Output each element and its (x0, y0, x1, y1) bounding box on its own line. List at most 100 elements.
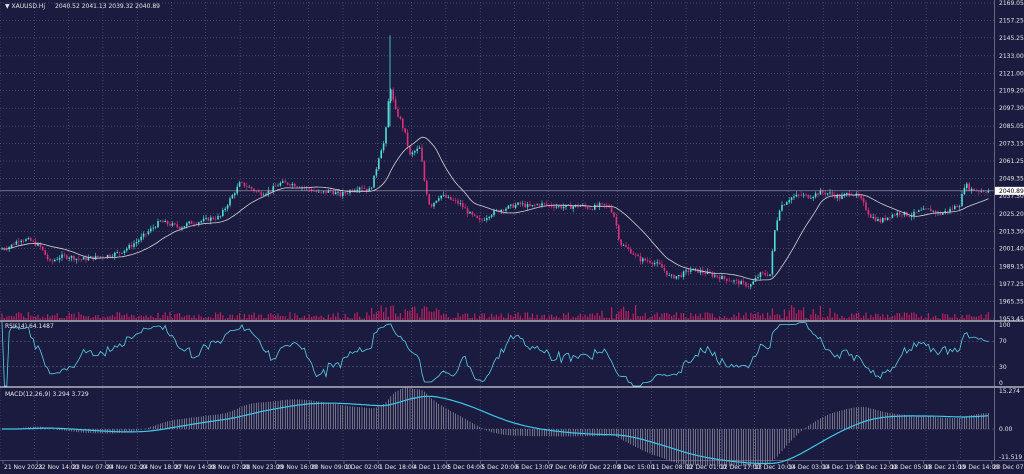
candle-body (152, 227, 154, 229)
candle-body (759, 272, 762, 278)
volume-bar (416, 313, 418, 320)
candle-body (258, 191, 260, 193)
candle-body (61, 254, 63, 258)
volume-bar (231, 314, 233, 320)
time-tick-label: 28 Nov 23:00 (243, 464, 284, 471)
candle-body (711, 273, 714, 277)
candle-body (644, 258, 646, 261)
candle-body (774, 230, 776, 251)
volume-bar (947, 314, 949, 320)
candle-body (800, 194, 802, 196)
candle-body (279, 182, 282, 186)
volume-bar (423, 306, 425, 320)
rsi-tick-label: 70 (999, 338, 1007, 345)
candle-body (318, 191, 320, 193)
volume-bar (769, 315, 771, 320)
volume-bar (85, 316, 87, 320)
candle-body (807, 194, 810, 199)
candle-body (15, 241, 18, 245)
candle-body (416, 148, 418, 152)
volume-bar (459, 316, 461, 320)
volume-bar (464, 313, 466, 320)
volume-bar (683, 313, 685, 320)
price-tick-label: 1977.25 (999, 281, 1024, 288)
candle-body (198, 222, 200, 225)
volume-bar (135, 318, 137, 320)
volume-bar (385, 307, 387, 320)
time-tick-label: 5 Dec 04:00 (447, 464, 484, 471)
candle-body (248, 186, 250, 188)
volume-bar (306, 317, 308, 320)
volume-bar (6, 316, 8, 320)
time-tick-label: 28 Nov 07:00 (209, 464, 250, 471)
volume-bar (447, 317, 449, 320)
candle-body (867, 209, 870, 215)
candle-body (810, 198, 812, 199)
volume-bar (1, 313, 3, 320)
candle-body (224, 208, 226, 211)
volume-bar (299, 317, 301, 320)
candle-body (546, 203, 548, 205)
volume-bar (803, 307, 805, 320)
candle-body (310, 189, 313, 191)
candle-body (706, 271, 709, 274)
volume-bar (690, 312, 692, 320)
volume-bar (815, 313, 817, 320)
volume-bar (248, 314, 250, 320)
candle-body (236, 186, 238, 194)
volume-bar (219, 312, 221, 320)
volume-bar (375, 312, 377, 320)
volume-bar (210, 317, 212, 320)
volume-bar (54, 315, 56, 320)
volume-bar (224, 318, 226, 320)
volume-bar (498, 316, 500, 320)
volume-bar (781, 318, 783, 320)
candle-body (836, 195, 838, 198)
candle-body (145, 233, 147, 235)
volume-bar (884, 317, 886, 320)
candle-body (872, 216, 874, 218)
time-tick-label: 15 Dec 12:00 (856, 464, 897, 471)
time-tick-label: 22 Nov 14:00 (38, 464, 79, 471)
volume-bar (522, 318, 524, 320)
volume-bar (901, 316, 903, 320)
candle-body (385, 127, 387, 144)
volume-bar (181, 317, 183, 320)
volume-bar (920, 315, 922, 320)
candle-body (87, 257, 90, 261)
volume-bar (471, 317, 473, 320)
volume-bar (978, 315, 980, 320)
volume-bar (179, 312, 181, 320)
time-tick-label: 14 Dec 19:00 (822, 464, 863, 471)
volume-bar (829, 308, 831, 320)
candle-body (915, 211, 918, 213)
volume-bar (527, 312, 529, 320)
volume-bar (918, 317, 920, 320)
candle-body (231, 195, 234, 199)
candle-body (274, 186, 277, 187)
volume-bar (251, 314, 253, 320)
volume-bar (35, 316, 37, 320)
candle-body (174, 223, 176, 225)
volume-bar (59, 318, 61, 320)
time-tick-label: 24 Nov 02:00 (106, 464, 147, 471)
volume-bar (822, 316, 824, 320)
volume-bar (152, 317, 154, 320)
candle-body (682, 271, 685, 277)
candle-body (243, 182, 246, 187)
candle-body (714, 275, 716, 277)
volume-bar (791, 305, 793, 320)
volume-bar (371, 307, 373, 320)
volume-bar (575, 317, 577, 320)
volume-bar (515, 313, 517, 320)
volume-bar (481, 313, 483, 320)
candle-body (745, 282, 747, 287)
candle-body (471, 212, 474, 215)
candle-body (58, 257, 61, 260)
volume-bar (625, 310, 627, 320)
volume-bar (200, 316, 202, 320)
volume-bar (92, 317, 94, 320)
volume-bar (925, 317, 927, 320)
